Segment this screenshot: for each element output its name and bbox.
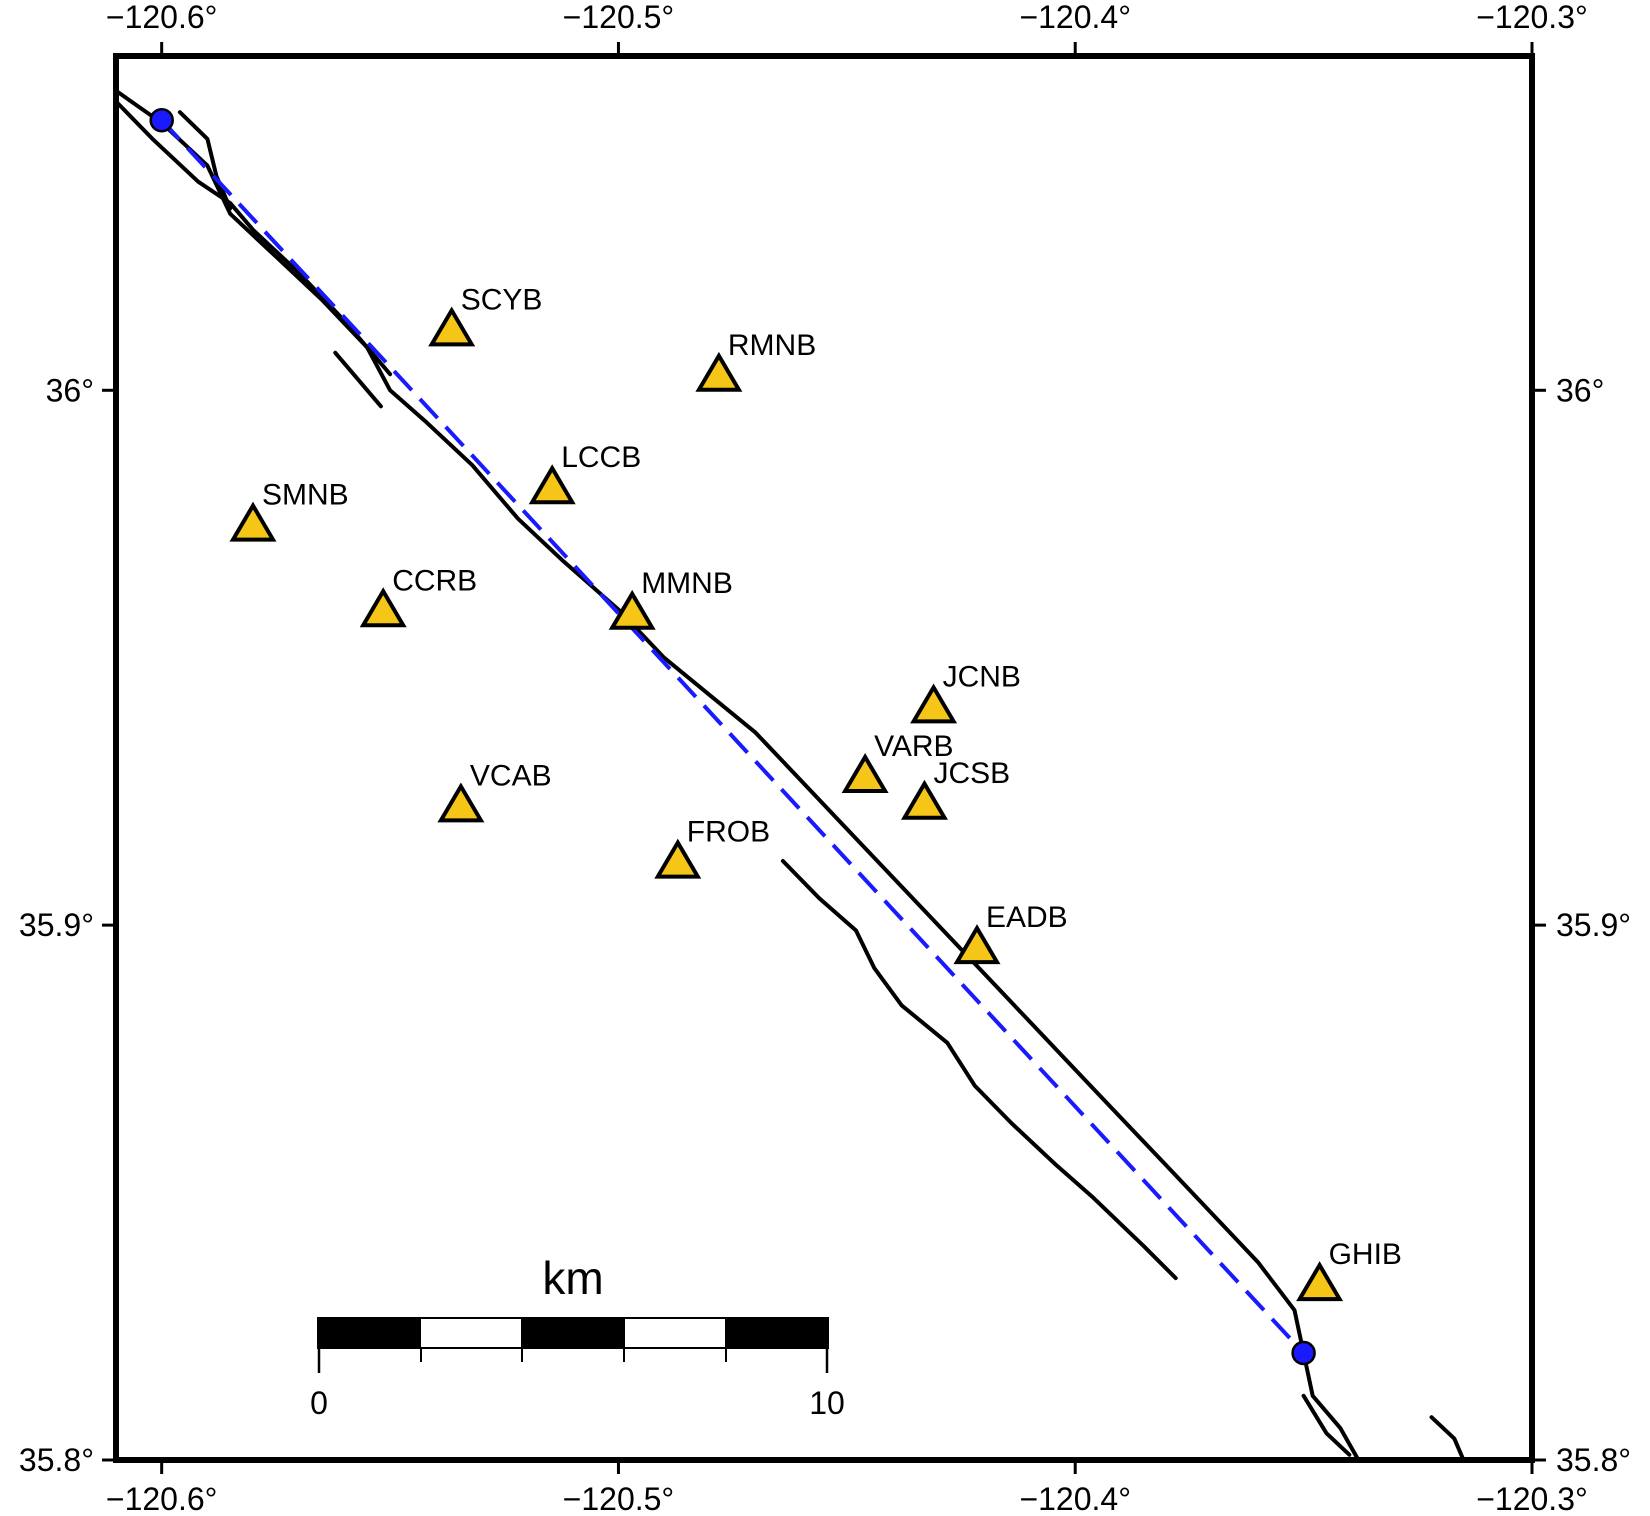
station-marker-frob [654, 838, 702, 879]
y-tick-label-left-1: 35.9° [19, 907, 94, 943]
scale-start-label: 0 [310, 1385, 328, 1421]
scale-segment-2 [419, 1317, 523, 1349]
station-label-eadb: EADB [986, 901, 1068, 934]
station-marker-smnb [229, 501, 277, 542]
scale-segment-1 [317, 1317, 421, 1349]
station-label-frob: FROB [687, 816, 770, 849]
scale-segment-4 [623, 1317, 727, 1349]
station-label-jcnb: JCNB [943, 661, 1021, 694]
scale-segment-5 [725, 1317, 829, 1349]
x-tick-label-top-1: −120.5° [563, 0, 675, 35]
rupture-line [160, 118, 1306, 1355]
station-label-ghib: GHIB [1329, 1238, 1402, 1271]
station-label-scyb: SCYB [461, 284, 543, 317]
station-label-rmnb: RMNB [728, 329, 816, 362]
scale-unit-label: km [542, 1252, 603, 1304]
y-tick-label-right-2: 35.8° [1556, 1442, 1631, 1478]
fault-trace-4 [780, 859, 1178, 1281]
x-tick-label-top-0: −120.6° [106, 0, 218, 35]
station-marker-scyb [428, 306, 476, 347]
station-label-ccrb: CCRB [392, 564, 477, 597]
y-tick-label-right-0: 36° [1556, 372, 1604, 408]
station-label-lccb: LCCB [561, 441, 641, 474]
station-label-jcsb: JCSB [934, 757, 1011, 790]
station-marker-varb [841, 753, 889, 793]
station-marker-vcab [437, 782, 485, 823]
station-marker-ccrb [359, 587, 407, 628]
y-tick-label-left-2: 35.8° [19, 1442, 94, 1478]
fault-lines [114, 88, 1466, 1462]
x-tick-label-bottom-2: −120.4° [1019, 1481, 1131, 1516]
fault-trace-1 [114, 99, 393, 377]
y-tick-label-right-1: 35.9° [1556, 907, 1631, 943]
rupture-endpoints [149, 107, 1316, 1366]
station-label-varb: VARB [874, 730, 953, 763]
station-label-mmnb: MMNB [641, 567, 733, 600]
x-tick-label-top-2: −120.4° [1019, 0, 1131, 35]
scale-bar: km 0 10 [310, 1252, 845, 1421]
x-tick-label-bottom-0: −120.6° [106, 1481, 218, 1516]
station-marker-ghib [1296, 1261, 1344, 1302]
rupture-trace [160, 118, 1306, 1355]
fault-trace-3 [333, 350, 383, 409]
scale-end-label: 10 [809, 1385, 845, 1421]
x-tick-label-bottom-3: −120.3° [1476, 1481, 1588, 1516]
fault-trace-5 [1301, 1393, 1352, 1457]
rupture-endpoint-0 [149, 107, 174, 133]
x-tick-label-bottom-1: −120.5° [563, 1481, 675, 1516]
station-marker-lccb [528, 464, 576, 505]
axis-ticks: −120.6° −120.6° −120.5° −120.5° −120.4° −120.… [19, 0, 1631, 1516]
fault-trace-0 [114, 88, 1361, 1462]
rupture-endpoint-1 [1291, 1340, 1316, 1366]
station-marker-jcnb [910, 683, 958, 724]
fault-trace-6 [1429, 1415, 1466, 1462]
fault-trace-2 [177, 110, 233, 211]
station-marker-jcsb [901, 779, 948, 820]
map-frame [113, 53, 1535, 1463]
x-tick-label-top-3: −120.3° [1476, 0, 1588, 35]
scale-segment-3 [521, 1317, 625, 1349]
station-marker-rmnb [695, 351, 743, 392]
y-tick-label-left-0: 36° [46, 372, 94, 408]
station-marker-mmnb [608, 589, 656, 630]
station-label-smnb: SMNB [262, 479, 349, 512]
station-label-vcab: VCAB [470, 760, 552, 793]
station-marker-eadb [953, 924, 1001, 965]
